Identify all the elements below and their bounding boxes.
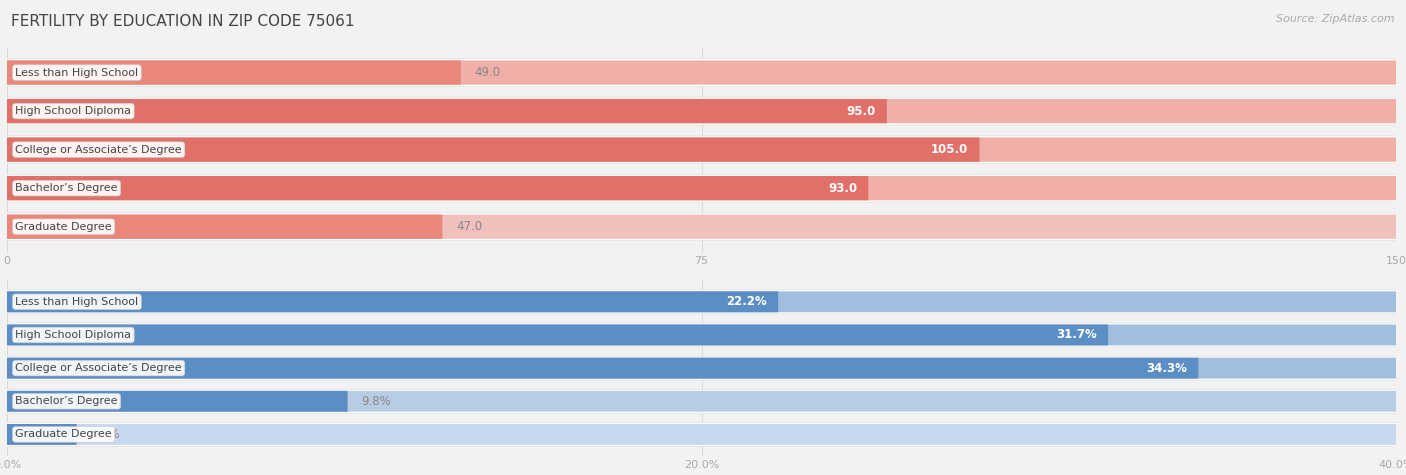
Text: Less than High School: Less than High School	[15, 297, 138, 307]
Text: Less than High School: Less than High School	[15, 67, 138, 77]
FancyBboxPatch shape	[7, 358, 1198, 379]
FancyBboxPatch shape	[7, 60, 461, 85]
Text: College or Associate’s Degree: College or Associate’s Degree	[15, 363, 181, 373]
Text: Source: ZipAtlas.com: Source: ZipAtlas.com	[1277, 14, 1395, 24]
FancyBboxPatch shape	[7, 358, 1396, 379]
FancyBboxPatch shape	[7, 60, 1396, 85]
FancyBboxPatch shape	[7, 323, 1396, 347]
Text: Graduate Degree: Graduate Degree	[15, 222, 112, 232]
FancyBboxPatch shape	[7, 215, 1396, 239]
FancyBboxPatch shape	[7, 291, 1396, 312]
FancyBboxPatch shape	[7, 390, 1396, 413]
FancyBboxPatch shape	[7, 290, 1396, 314]
Text: High School Diploma: High School Diploma	[15, 330, 131, 340]
FancyBboxPatch shape	[7, 424, 77, 445]
FancyBboxPatch shape	[7, 99, 887, 123]
FancyBboxPatch shape	[7, 174, 1396, 202]
FancyBboxPatch shape	[7, 97, 1396, 125]
Text: 49.0: 49.0	[475, 66, 501, 79]
FancyBboxPatch shape	[7, 356, 1396, 380]
FancyBboxPatch shape	[7, 391, 347, 412]
FancyBboxPatch shape	[7, 176, 1396, 200]
FancyBboxPatch shape	[7, 137, 980, 162]
Text: 93.0: 93.0	[828, 181, 858, 195]
FancyBboxPatch shape	[7, 137, 1396, 162]
FancyBboxPatch shape	[7, 59, 1396, 86]
Text: 2.0%: 2.0%	[90, 428, 120, 441]
FancyBboxPatch shape	[7, 215, 443, 239]
Text: 9.8%: 9.8%	[361, 395, 391, 408]
Text: Graduate Degree: Graduate Degree	[15, 429, 112, 439]
Text: 47.0: 47.0	[456, 220, 482, 233]
FancyBboxPatch shape	[7, 213, 1396, 240]
FancyBboxPatch shape	[7, 291, 778, 312]
FancyBboxPatch shape	[7, 324, 1108, 345]
Text: High School Diploma: High School Diploma	[15, 106, 131, 116]
Text: 34.3%: 34.3%	[1146, 361, 1187, 375]
FancyBboxPatch shape	[7, 176, 869, 200]
FancyBboxPatch shape	[7, 99, 1396, 123]
FancyBboxPatch shape	[7, 424, 1396, 445]
Text: College or Associate’s Degree: College or Associate’s Degree	[15, 144, 181, 155]
FancyBboxPatch shape	[7, 422, 1396, 446]
Text: 95.0: 95.0	[846, 104, 876, 118]
Text: Bachelor’s Degree: Bachelor’s Degree	[15, 183, 118, 193]
Text: 31.7%: 31.7%	[1056, 329, 1097, 342]
FancyBboxPatch shape	[7, 391, 1396, 412]
Text: 105.0: 105.0	[931, 143, 969, 156]
Text: FERTILITY BY EDUCATION IN ZIP CODE 75061: FERTILITY BY EDUCATION IN ZIP CODE 75061	[11, 14, 354, 29]
FancyBboxPatch shape	[7, 136, 1396, 163]
FancyBboxPatch shape	[7, 324, 1396, 345]
Text: Bachelor’s Degree: Bachelor’s Degree	[15, 396, 118, 406]
Text: 22.2%: 22.2%	[725, 295, 766, 308]
